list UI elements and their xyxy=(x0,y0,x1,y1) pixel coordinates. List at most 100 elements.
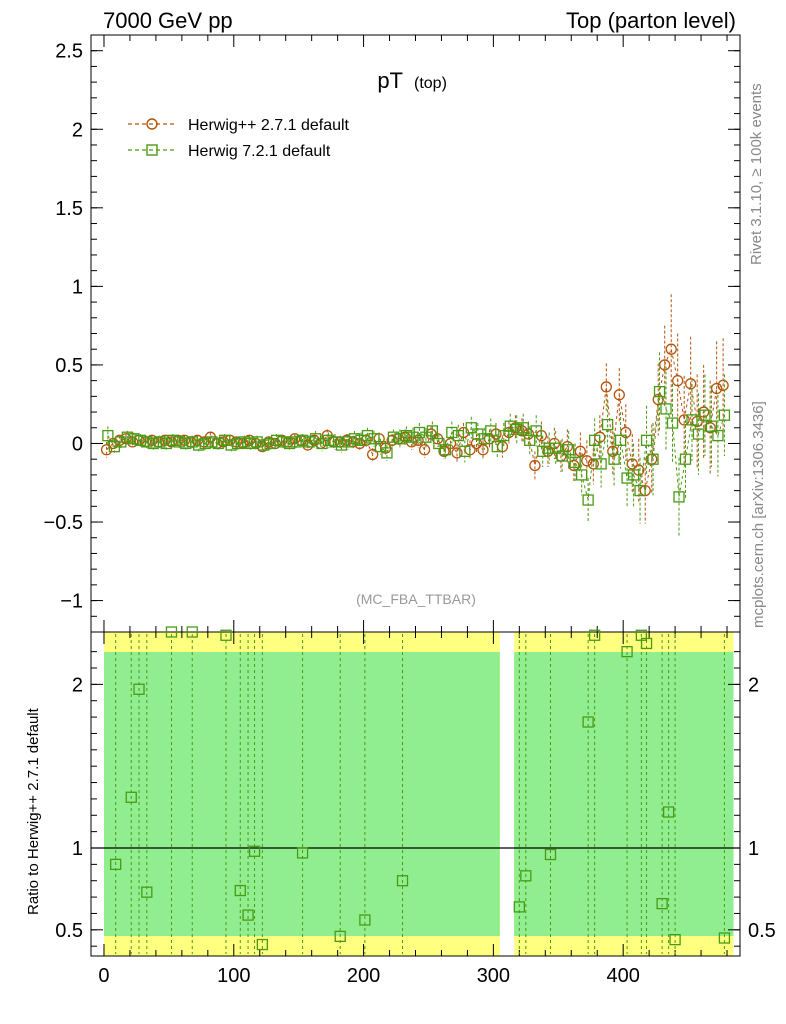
ratio-y-tick-label-right: 1 xyxy=(748,838,759,860)
data-point xyxy=(322,434,335,446)
ratio-data-point xyxy=(334,930,346,943)
data-point xyxy=(672,374,684,387)
data-point xyxy=(232,437,244,450)
data-point xyxy=(666,417,679,429)
ratio-y-tick-label: 0.5 xyxy=(55,920,83,942)
data-point xyxy=(257,439,270,451)
data-point xyxy=(614,434,627,446)
ratio-data-point xyxy=(220,629,232,641)
data-point xyxy=(386,434,398,446)
rivet-label: Rivet 3.1.10, ≥ 100k events xyxy=(748,83,765,265)
ratio-data-point xyxy=(133,683,145,695)
data-point xyxy=(225,439,237,451)
mcplots-label: mcplots.cern.ch [arXiv:1306.3436] xyxy=(750,401,767,628)
data-point xyxy=(659,359,671,371)
data-point xyxy=(141,436,153,448)
y-tick-label: 0.5 xyxy=(55,355,83,377)
data-point xyxy=(556,450,568,462)
ratio-data-point xyxy=(544,848,557,861)
data-point xyxy=(245,437,257,450)
ratio-data-point xyxy=(718,932,731,944)
data-point xyxy=(647,453,659,465)
data-point xyxy=(303,436,315,448)
data-point xyxy=(452,429,464,442)
data-point xyxy=(335,439,348,451)
data-point xyxy=(121,431,133,443)
data-point xyxy=(718,409,731,421)
data-point xyxy=(595,458,607,470)
chart-title: pT xyxy=(377,68,403,93)
x-tick-label: 400 xyxy=(606,965,639,987)
ratio-data-point xyxy=(242,909,254,921)
data-point xyxy=(685,378,697,390)
y-tick-label: 2.5 xyxy=(55,41,83,63)
legend-label-herwigpp: Herwig++ 2.7.1 default xyxy=(188,117,350,134)
x-tick-label: 300 xyxy=(477,965,510,987)
data-point xyxy=(186,436,198,448)
data-point xyxy=(574,445,586,457)
data-point xyxy=(212,437,224,450)
data-point xyxy=(563,444,575,456)
data-point xyxy=(692,428,705,440)
data-point xyxy=(607,445,619,457)
data-point xyxy=(329,436,341,448)
y-tick-label: −1 xyxy=(60,591,83,613)
data-point xyxy=(477,444,489,456)
ratio-data-point xyxy=(656,897,668,910)
data-point xyxy=(485,425,497,437)
data-point xyxy=(634,484,646,497)
data-point xyxy=(418,444,431,456)
ratio-data-point xyxy=(582,716,594,728)
data-point xyxy=(529,459,541,472)
data-point xyxy=(587,458,599,470)
data-point xyxy=(102,429,114,442)
data-point xyxy=(588,434,601,446)
header-right-label: Top (parton level) xyxy=(566,8,736,33)
data-point xyxy=(446,426,458,439)
x-tick-label: 0 xyxy=(98,965,109,987)
ratio-band-inner xyxy=(103,652,500,936)
data-point xyxy=(451,447,463,459)
analysis-tag: (MC_FBA_TTBAR) xyxy=(356,591,476,607)
data-point xyxy=(678,414,690,426)
data-point xyxy=(420,431,432,443)
data-point xyxy=(290,436,302,448)
data-point xyxy=(665,343,677,355)
data-point xyxy=(699,409,711,421)
data-point xyxy=(601,418,614,431)
data-point xyxy=(717,379,729,391)
ratio-data-point xyxy=(248,845,261,857)
data-point xyxy=(712,429,724,442)
data-point xyxy=(478,433,490,445)
data-point xyxy=(653,385,666,398)
data-point xyxy=(206,436,218,448)
data-point xyxy=(348,433,361,445)
data-point xyxy=(504,420,516,432)
ratio-data-point xyxy=(520,870,532,882)
data-point xyxy=(550,442,562,454)
ratio-series-layer xyxy=(110,626,731,954)
data-point xyxy=(316,437,328,450)
data-point xyxy=(264,437,276,450)
data-point xyxy=(600,381,612,393)
data-point xyxy=(394,433,406,445)
data-point xyxy=(673,491,685,503)
header-left-label: 7000 GeV pp xyxy=(103,8,233,33)
data-point xyxy=(698,406,710,418)
data-point xyxy=(608,453,620,465)
ratio-band-inner xyxy=(514,652,734,936)
data-point xyxy=(679,453,692,465)
ratio-data-point xyxy=(640,637,653,650)
data-point xyxy=(400,429,413,442)
data-point xyxy=(627,469,640,481)
data-point xyxy=(705,420,718,432)
y-tick-label: 2 xyxy=(72,119,83,141)
x-tick-label: 100 xyxy=(217,965,250,987)
data-point xyxy=(173,436,185,448)
legend: Herwig++ 2.7.1 default Herwig 7.2.1 defa… xyxy=(128,117,350,160)
data-point xyxy=(154,436,166,448)
ratio-series-herwig7 xyxy=(110,626,731,954)
data-point xyxy=(283,437,296,450)
ratio-data-point xyxy=(662,806,675,818)
